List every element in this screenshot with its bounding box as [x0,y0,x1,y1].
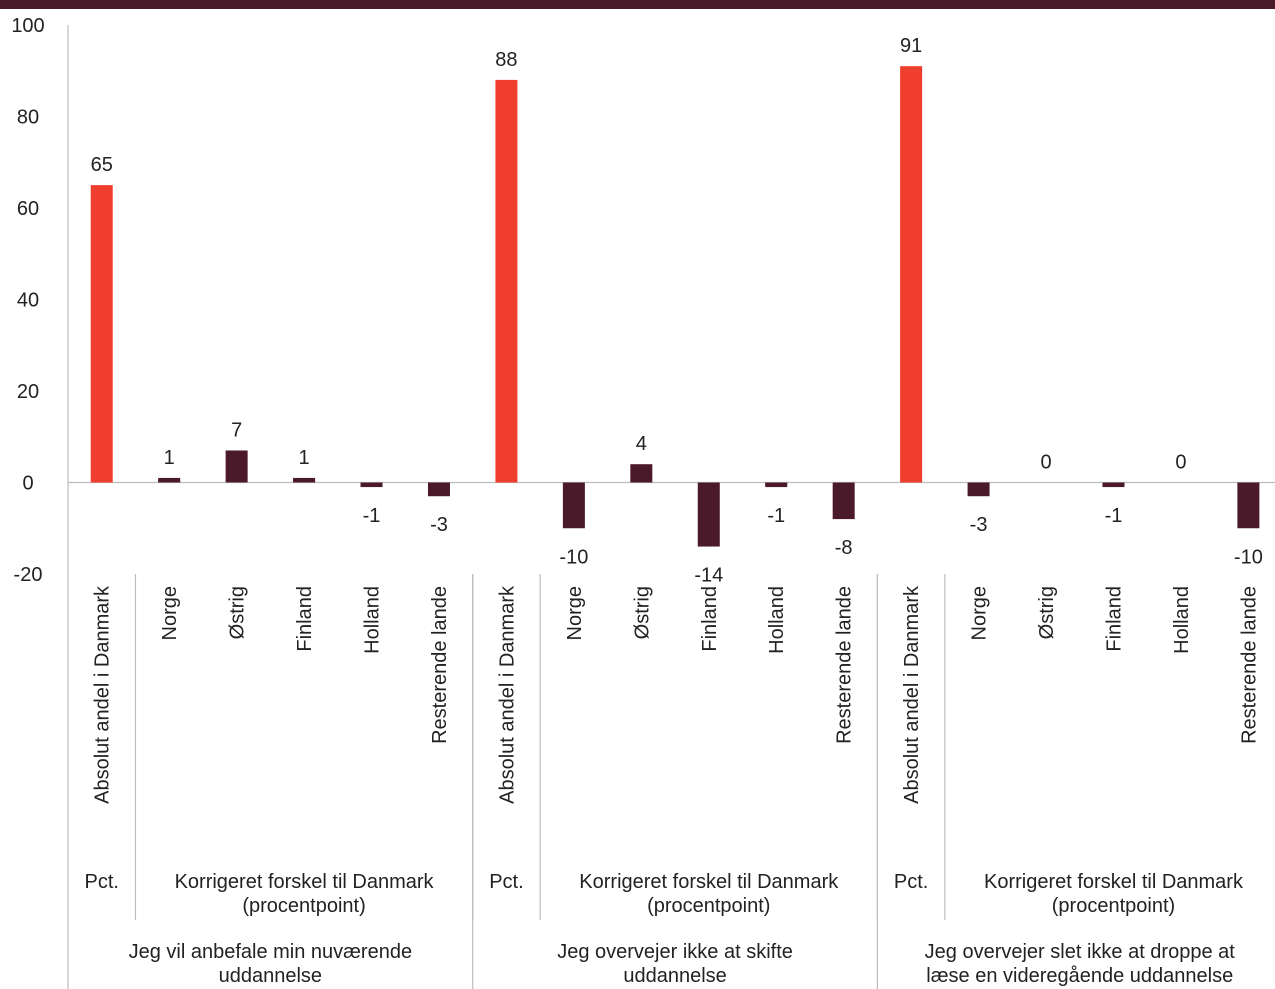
data-label: -10 [559,546,588,568]
bar [562,482,585,529]
bar-small-marker [1102,482,1125,485]
data-label: -14 [694,565,723,587]
category-label: Østrig [631,586,653,639]
y-tick-label: 20 [17,381,39,403]
data-label: -1 [767,505,785,527]
bar [427,482,450,497]
category-label: Holland [766,586,788,654]
top-accent-bar [0,0,1275,9]
group-label: uddannelse [623,965,726,987]
bar-small-marker [765,482,788,485]
subgroup-label: (procentpoint) [242,895,365,917]
data-label: 1 [164,447,175,469]
subgroup-label: Pct. [489,871,523,893]
bar [967,482,990,497]
y-tick-label: 80 [17,107,39,129]
category-label: Finland [699,586,721,652]
bar [697,482,720,547]
bar [900,66,923,483]
group-label: Jeg vil anbefale min nuværende [129,941,413,963]
data-label: 4 [636,433,647,455]
y-tick-label: 40 [17,290,39,312]
bar [832,482,855,520]
data-label: -8 [835,537,853,559]
group-label: uddannelse [219,965,322,987]
category-label: Norge [969,586,991,640]
data-label: 0 [1175,452,1186,474]
subgroup-label: Korrigeret forskel til Danmark [175,871,435,893]
bar [1237,482,1260,529]
category-label: Absolut andel i Danmark [901,585,923,804]
bar [90,185,113,483]
data-label: -3 [430,514,448,536]
category-label: Resterende lande [834,586,856,744]
y-tick-label: 0 [22,473,33,495]
label-layer: 65 Absolut andel i Danmark Pct. 1 Norge 7 Østr… [84,35,1262,987]
subgroup-label: (procentpoint) [1052,895,1175,917]
group-label: læse en videregående uddannelse [926,965,1233,987]
data-label: 91 [900,35,922,57]
category-label: Østrig [227,586,249,639]
category-label: Norge [564,586,586,640]
bar-layer [90,66,1260,547]
subgroup-label: (procentpoint) [647,895,770,917]
bar [495,79,518,483]
category-label: Finland [294,586,316,652]
bar-small-marker [360,482,383,485]
data-label: 1 [299,447,310,469]
data-label: -1 [1105,505,1123,527]
data-label: -10 [1234,546,1263,568]
y-tick-label: -20 [14,564,43,586]
data-label: 0 [1040,452,1051,474]
category-label: Resterende lande [429,586,451,744]
data-label: 7 [231,419,242,441]
category-label: Finland [1103,586,1125,652]
y-tick-label: 60 [17,198,39,220]
data-label: -1 [363,505,381,527]
category-label: Holland [1171,586,1193,654]
category-label: Holland [362,586,384,654]
y-tick-label: 100 [11,15,44,37]
subgroup-label: Korrigeret forskel til Danmark [984,871,1244,893]
bar-small-marker [293,480,316,483]
category-label: Østrig [1036,586,1058,639]
bar [225,450,248,483]
group-label: Jeg overvejer slet ikke at droppe at [925,941,1236,963]
category-label: Absolut andel i Danmark [496,585,518,804]
bar [630,464,653,483]
category-label: Norge [159,586,181,640]
subgroup-label: Pct. [84,871,118,893]
category-label: Resterende lande [1238,586,1260,744]
data-label: -3 [970,514,988,536]
category-label: Absolut andel i Danmark [92,585,114,804]
bar-small-marker [158,480,181,483]
data-label: 65 [91,154,113,176]
subgroup-label: Pct. [894,871,928,893]
data-label: 88 [495,49,517,71]
group-label: Jeg overvejer ikke at skifte [557,941,793,963]
subgroup-label: Korrigeret forskel til Danmark [579,871,839,893]
